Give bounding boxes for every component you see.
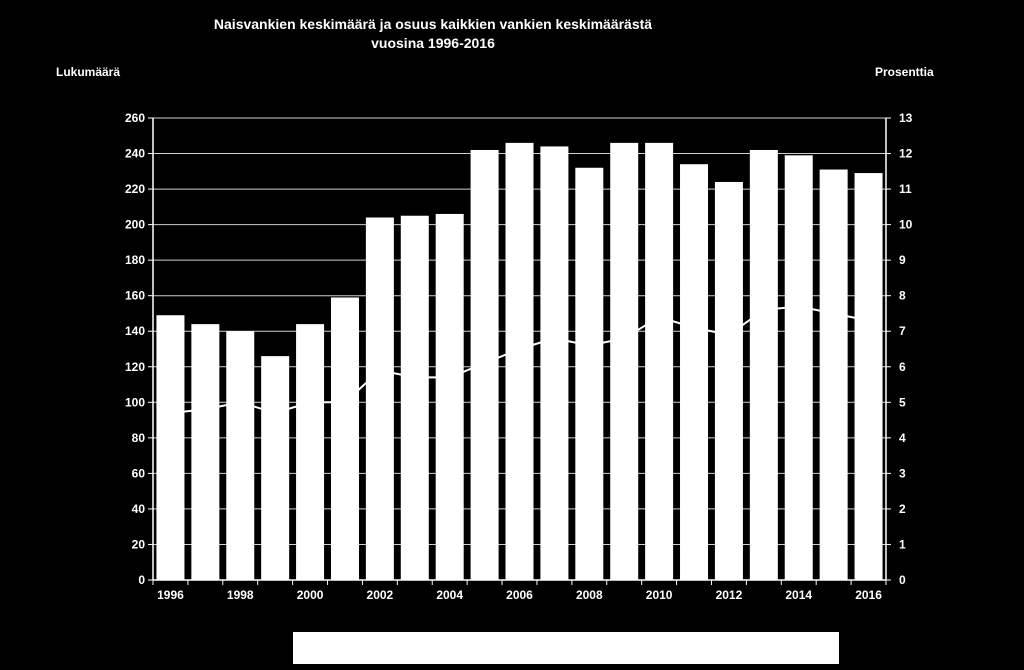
y-tick-label-right: 9 <box>899 253 906 267</box>
x-tick-label: 1996 <box>157 588 184 602</box>
x-tick-label: 2012 <box>716 588 743 602</box>
y-axis-title-left: Lukumäärä <box>56 65 120 79</box>
x-tick-label: 2000 <box>297 588 324 602</box>
bar <box>435 213 464 580</box>
bars <box>156 142 883 581</box>
y-tick-label-left: 0 <box>138 573 145 587</box>
y-tick-label-left: 220 <box>125 182 145 196</box>
y-tick-label-right: 3 <box>899 466 906 480</box>
bar <box>854 173 883 581</box>
y-tick-label-left: 80 <box>132 431 146 445</box>
bar <box>400 215 429 580</box>
y-tick-label-left: 260 <box>125 111 145 125</box>
x-tick-label: 2006 <box>506 588 533 602</box>
y-tick-label-left: 20 <box>132 537 146 551</box>
bar <box>714 181 743 580</box>
bar <box>296 324 325 580</box>
bar <box>505 142 534 580</box>
y-tick-label-right: 4 <box>899 431 906 445</box>
bar <box>330 297 359 580</box>
bar <box>575 167 604 580</box>
bar <box>610 142 639 580</box>
chart-subtitle: vuosina 1996-2016 <box>371 35 495 51</box>
y-tick-label-right: 13 <box>899 111 913 125</box>
y-tick-label-left: 240 <box>125 147 145 161</box>
bar <box>645 142 674 580</box>
x-tick-label: 2014 <box>785 588 812 602</box>
y-tick-label-right: 11 <box>899 182 912 196</box>
x-tick-label: 2016 <box>855 588 882 602</box>
y-tick-label-right: 10 <box>899 218 913 232</box>
y-tick-label-left: 100 <box>125 395 145 409</box>
y-tick-label-right: 12 <box>899 147 913 161</box>
x-ticks: 1996 1998 2000 2002 2004 2006 2008 2010 2012 2014… <box>157 588 882 602</box>
y-tick-label-right: 1 <box>899 537 906 551</box>
y-axis-title-right: Prosenttia <box>875 65 934 79</box>
y-tick-label-right: 5 <box>899 395 906 409</box>
bar <box>680 164 709 580</box>
y-tick-label-left: 120 <box>125 360 145 374</box>
bar <box>819 169 848 580</box>
bar <box>540 146 569 580</box>
chart-title: Naisvankien keskimäärä ja osuus kaikkien… <box>214 16 652 32</box>
y-tick-label-right: 0 <box>899 573 906 587</box>
legend-box <box>293 632 839 664</box>
share-line-path <box>170 305 869 415</box>
x-tick-label: 2010 <box>646 588 673 602</box>
x-tick-label: 1998 <box>227 588 254 602</box>
bar <box>191 324 220 580</box>
y-tick-label-right: 8 <box>899 289 906 303</box>
share-line <box>170 305 869 415</box>
bar <box>226 331 255 580</box>
bar <box>365 217 394 580</box>
y-tick-label-right: 7 <box>899 324 906 338</box>
x-tick-label: 2002 <box>367 588 394 602</box>
y-tick-label-left: 140 <box>125 324 145 338</box>
y-tick-label-left: 180 <box>125 253 145 267</box>
bar <box>470 149 499 580</box>
y-tick-label-left: 40 <box>132 502 146 516</box>
bar <box>749 149 778 580</box>
x-tick-label: 2008 <box>576 588 603 602</box>
y-tick-label-left: 60 <box>132 466 146 480</box>
bar <box>261 356 290 580</box>
y-tick-label-left: 200 <box>125 218 145 232</box>
y-ticks-left: 0 20 40 60 80 100 120 140 160 180 200 220 240 260 <box>125 111 145 587</box>
y-tick-label-right: 6 <box>899 360 906 374</box>
x-tick-label: 2004 <box>436 588 463 602</box>
bar <box>784 155 813 581</box>
axes <box>148 117 891 585</box>
bar <box>156 315 185 580</box>
y-tick-label-right: 2 <box>899 502 906 516</box>
y-tick-label-left: 160 <box>125 289 145 303</box>
